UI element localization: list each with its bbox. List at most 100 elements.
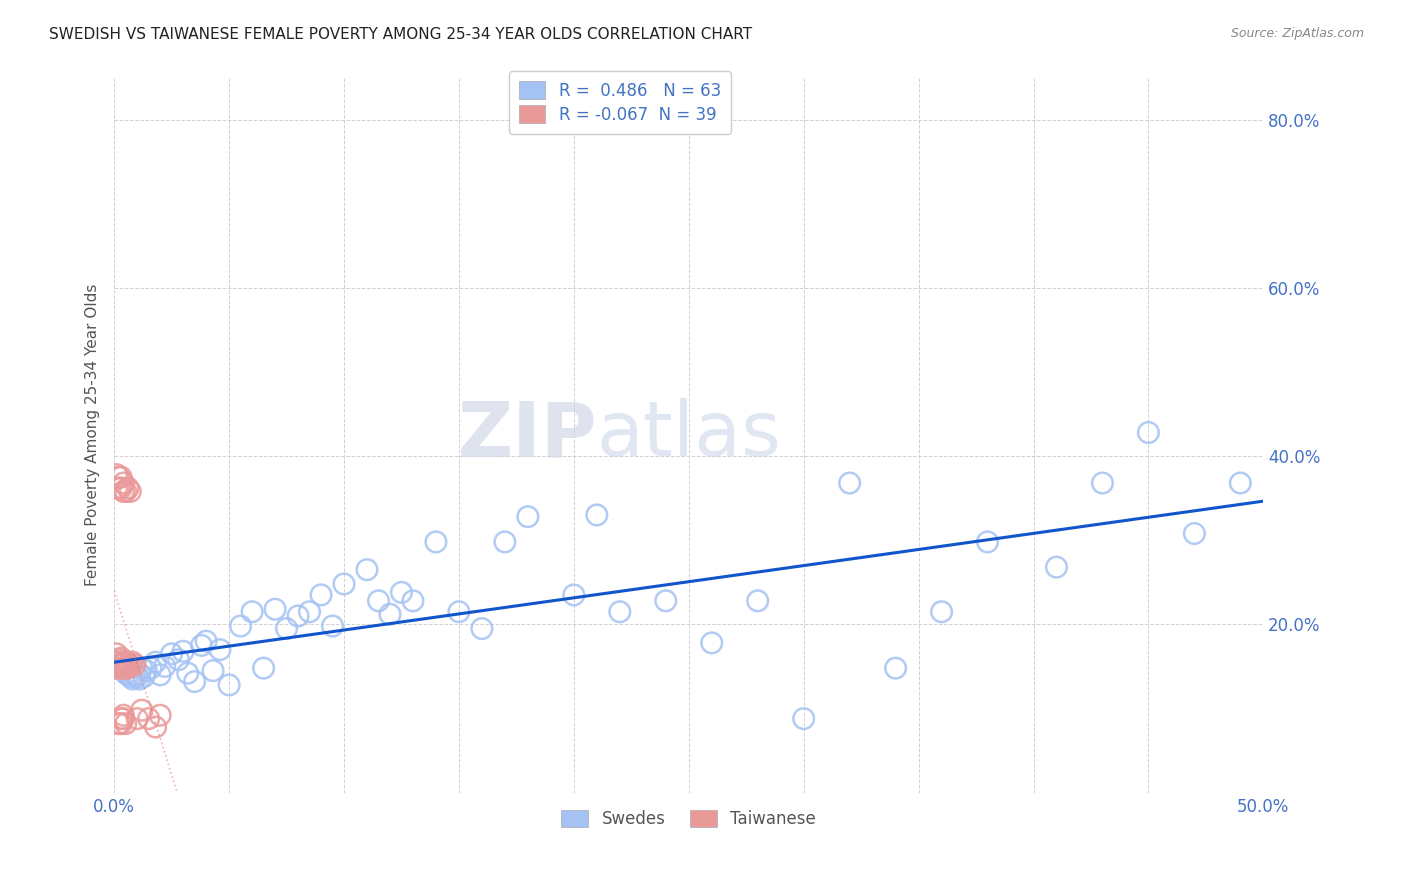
Point [1229, 475, 1251, 490]
Legend: Swedes, Taiwanese: Swedes, Taiwanese [555, 803, 823, 834]
Point [367, 594, 389, 608]
Point [112, 661, 135, 675]
Point [149, 668, 172, 682]
Point [107, 661, 129, 675]
Point [471, 622, 494, 636]
Point [112, 664, 135, 678]
Point [121, 672, 143, 686]
Point [135, 664, 157, 678]
Point [562, 588, 585, 602]
Point [107, 655, 129, 669]
Point [107, 657, 129, 672]
Point [1091, 475, 1114, 490]
Point [117, 657, 139, 672]
Point [114, 716, 136, 731]
Point [391, 585, 413, 599]
Point [131, 661, 153, 675]
Point [121, 655, 143, 669]
Point [139, 661, 162, 675]
Point [107, 653, 129, 667]
Point [229, 619, 252, 633]
Y-axis label: Female Poverty Among 25-34 Year Olds: Female Poverty Among 25-34 Year Olds [86, 284, 100, 586]
Point [112, 475, 135, 490]
Point [110, 651, 132, 665]
Point [202, 664, 225, 678]
Point [160, 647, 183, 661]
Point [105, 467, 128, 482]
Point [884, 661, 907, 675]
Point [195, 634, 218, 648]
Point [105, 661, 128, 675]
Point [124, 668, 146, 682]
Point [107, 481, 129, 495]
Point [747, 594, 769, 608]
Point [655, 594, 678, 608]
Point [402, 594, 425, 608]
Point [127, 669, 149, 683]
Point [931, 605, 953, 619]
Point [114, 666, 136, 681]
Point [425, 535, 447, 549]
Point [700, 636, 723, 650]
Point [117, 668, 139, 682]
Text: SWEDISH VS TAIWANESE FEMALE POVERTY AMONG 25-34 YEAR OLDS CORRELATION CHART: SWEDISH VS TAIWANESE FEMALE POVERTY AMON… [49, 27, 752, 42]
Point [114, 655, 136, 669]
Point [218, 678, 240, 692]
Point [127, 712, 149, 726]
Point [167, 653, 190, 667]
Point [447, 605, 470, 619]
Point [117, 481, 139, 495]
Point [107, 716, 129, 731]
Text: Source: ZipAtlas.com: Source: ZipAtlas.com [1230, 27, 1364, 40]
Point [145, 720, 167, 734]
Point [110, 470, 132, 484]
Point [120, 484, 142, 499]
Point [190, 639, 212, 653]
Point [120, 669, 142, 683]
Point [112, 655, 135, 669]
Point [132, 669, 155, 683]
Point [105, 655, 128, 669]
Point [378, 607, 401, 622]
Point [1137, 425, 1160, 440]
Point [976, 535, 998, 549]
Point [110, 481, 132, 495]
Point [112, 708, 135, 723]
Point [110, 712, 132, 726]
Point [264, 602, 287, 616]
Point [838, 475, 860, 490]
Point [183, 674, 205, 689]
Point [117, 661, 139, 675]
Point [309, 588, 332, 602]
Point [112, 712, 135, 726]
Point [110, 657, 132, 672]
Point [516, 509, 538, 524]
Point [177, 666, 200, 681]
Point [107, 470, 129, 484]
Point [494, 535, 516, 549]
Point [333, 577, 356, 591]
Point [252, 661, 274, 675]
Point [149, 708, 172, 723]
Point [356, 563, 378, 577]
Point [114, 661, 136, 675]
Point [585, 508, 607, 522]
Point [609, 605, 631, 619]
Point [240, 605, 263, 619]
Point [110, 716, 132, 731]
Point [153, 659, 176, 673]
Point [287, 609, 309, 624]
Point [322, 619, 344, 633]
Point [112, 484, 135, 499]
Point [172, 644, 194, 658]
Text: ZIP: ZIP [457, 398, 596, 472]
Point [105, 481, 128, 495]
Point [145, 655, 167, 669]
Point [298, 605, 321, 619]
Point [138, 712, 160, 726]
Point [114, 484, 136, 499]
Point [1045, 560, 1067, 574]
Point [276, 622, 298, 636]
Point [793, 712, 815, 726]
Point [208, 642, 231, 657]
